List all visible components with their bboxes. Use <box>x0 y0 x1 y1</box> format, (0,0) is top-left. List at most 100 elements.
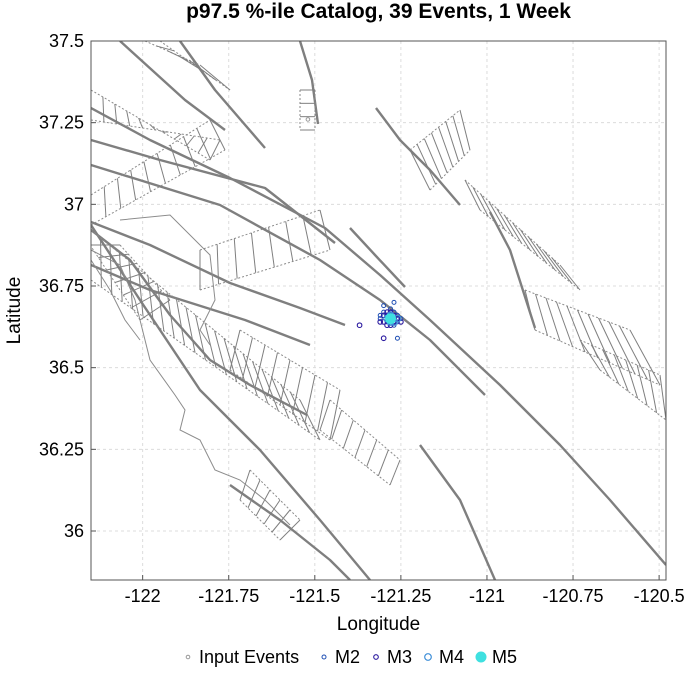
fault-hatch <box>280 384 300 426</box>
fault-hatch <box>556 301 573 347</box>
y-tick-label: 36.75 <box>39 276 84 296</box>
fault-hatch <box>459 109 471 151</box>
fault-hatch <box>268 227 275 268</box>
legend: Input Events M2 M3 M4 M5 <box>185 647 517 667</box>
fault-hatch <box>290 392 311 433</box>
fault-hatch <box>156 153 166 184</box>
fault-hatch <box>317 382 328 432</box>
fault-hatch <box>377 449 389 477</box>
m2-event-point <box>398 316 404 322</box>
fault-hatch <box>354 429 366 458</box>
fault-trace <box>298 41 320 125</box>
fault-hatch <box>177 54 203 71</box>
x-tick-label: -121 <box>469 586 505 606</box>
fault-hatch <box>504 215 523 244</box>
fault-hatch <box>166 291 175 339</box>
fault-hatch <box>119 253 123 302</box>
fault-hatch <box>139 299 171 321</box>
fault-hatch <box>247 479 261 509</box>
fault-hatch <box>169 144 181 176</box>
fault-hatch <box>157 284 165 331</box>
fault-hatch <box>106 262 137 271</box>
fault-hatch <box>242 353 259 397</box>
legend-label: Input Events <box>199 647 299 667</box>
legend-marker <box>185 654 191 660</box>
m3-event-point <box>356 322 363 329</box>
fault-hatch <box>176 299 186 346</box>
fault-hatch <box>625 359 639 399</box>
plot-frame <box>90 40 667 581</box>
coastline <box>91 249 291 526</box>
fault-hatch <box>254 344 266 388</box>
fault-hatch <box>464 179 481 211</box>
fault-hatch <box>519 229 539 257</box>
fault-trace <box>179 41 266 149</box>
fault-hatch <box>102 96 105 123</box>
m3-event-point <box>380 335 387 342</box>
fault-hatch <box>423 138 442 179</box>
fault-hatch <box>445 121 460 162</box>
fault-hatch <box>587 313 611 364</box>
fault-hatch <box>147 276 154 324</box>
fault-zone-edge <box>199 209 321 251</box>
fault-hatch <box>452 115 465 156</box>
x-tick-label: -120.75 <box>543 586 604 606</box>
fault-hatch <box>342 419 354 449</box>
fault-zone-edge <box>429 149 471 191</box>
fault-hatch <box>389 459 401 486</box>
fault-hatch <box>598 317 623 369</box>
fault-trace <box>488 211 537 329</box>
fault-trace <box>375 107 461 206</box>
fault-zone-edge <box>409 109 461 151</box>
fault-hatch <box>331 409 343 440</box>
fault-hatch <box>579 339 601 371</box>
fault-hatch <box>209 139 221 161</box>
fault-hatch <box>197 137 208 154</box>
m5-event-point <box>385 313 397 325</box>
fault-hatch <box>143 161 152 192</box>
fault-zone-edge <box>91 279 321 441</box>
fault-hatch <box>155 45 175 52</box>
x-tick-label: -122 <box>125 586 161 606</box>
axis-ticks: -122 -121.75 -121.5 -121.25 -121 -120.75 -120.… <box>39 31 685 606</box>
chart-title: p97.5 %-ile Catalog, 39 Events, 1 Week <box>186 0 571 23</box>
fault-hatch <box>185 135 195 147</box>
fault-hatch <box>472 186 489 217</box>
fault-hatch <box>636 364 648 406</box>
legend-marker <box>373 654 379 660</box>
coastline <box>119 214 216 346</box>
legend-marker <box>321 654 327 660</box>
fault-hatch <box>559 264 581 291</box>
fault-hatch <box>229 329 241 371</box>
fault-hatch <box>488 201 506 231</box>
y-tick-label: 37.25 <box>39 113 84 133</box>
legend-label: M2 <box>335 647 360 667</box>
fault-hatch <box>409 149 431 191</box>
m2-event-point <box>377 312 383 318</box>
x-tick-label: -121.5 <box>289 586 340 606</box>
fault-hatch <box>271 376 290 419</box>
fault-zone-edge <box>91 229 301 401</box>
fault-hatch <box>566 305 586 353</box>
x-tick-label: -120.5 <box>634 586 685 606</box>
y-tick-label: 36.5 <box>49 358 84 378</box>
y-tick-label: 36 <box>64 521 84 541</box>
legend-marker <box>424 653 432 661</box>
fault-hatch <box>279 519 301 541</box>
fault-hatch <box>116 178 122 209</box>
fault-zone-edge <box>579 339 661 376</box>
fault-hatch <box>545 297 561 342</box>
fault-hatch <box>629 329 661 386</box>
fault-hatch <box>543 250 564 277</box>
fault-hatch <box>285 221 294 262</box>
fault-hatch <box>138 268 144 317</box>
fault-hatch <box>114 272 146 283</box>
fault-hatch <box>239 469 251 501</box>
fault-hatch <box>216 244 220 285</box>
fault-map-layer <box>91 41 666 580</box>
fault-zone-edge <box>199 249 331 291</box>
y-tick-label: 37.5 <box>49 31 84 51</box>
fault-hatch <box>103 186 107 217</box>
grid-layer <box>91 40 666 580</box>
fault-hatch <box>480 193 498 224</box>
